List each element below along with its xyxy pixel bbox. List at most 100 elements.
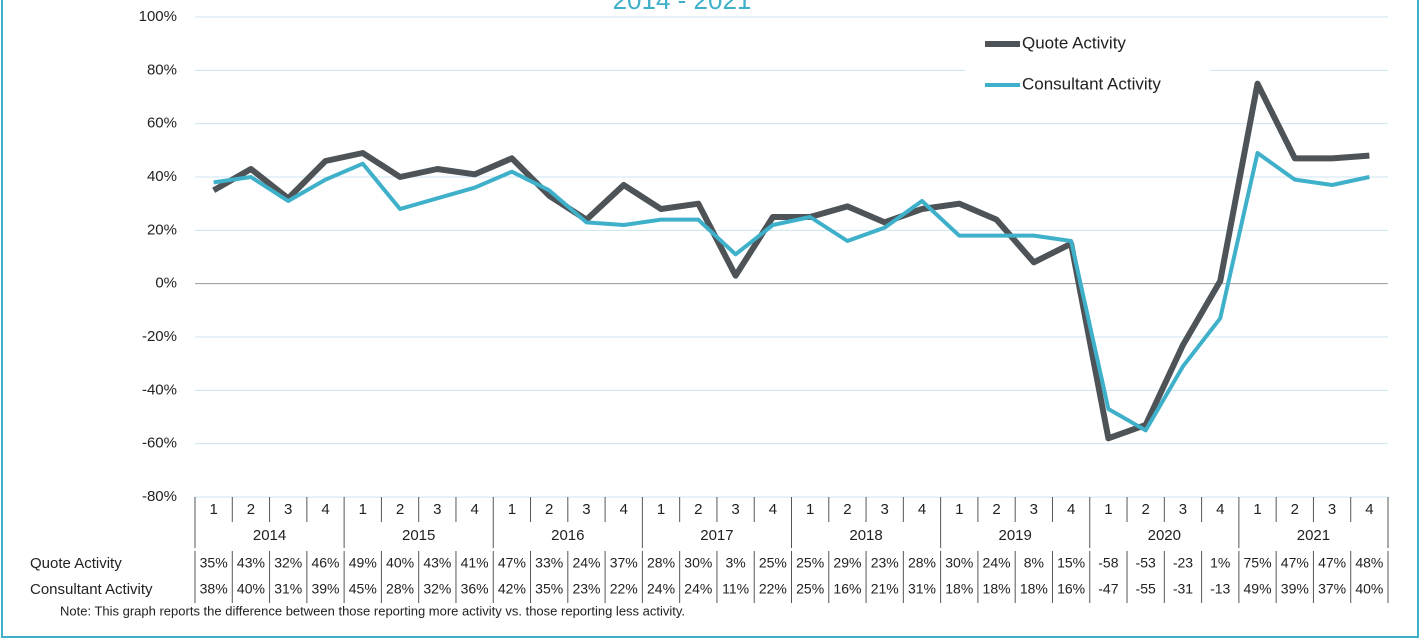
- table-cell: 23%: [572, 581, 600, 597]
- x-tick-label: 2: [1142, 501, 1150, 518]
- x-tick-label: 2: [1291, 501, 1299, 518]
- table-cell: 11%: [722, 581, 749, 597]
- x-tick-label: 4: [620, 501, 628, 518]
- x-tick-label: 3: [284, 501, 292, 518]
- table-cell: 28%: [647, 555, 675, 571]
- x-tick-label: 3: [1179, 501, 1187, 518]
- table-cell: 43%: [237, 555, 265, 571]
- x-tick-label: 2: [992, 501, 1000, 518]
- x-tick-label: 4: [769, 501, 777, 518]
- x-tick-label: 1: [1253, 501, 1261, 518]
- x-tick-label: 3: [1030, 501, 1038, 518]
- table-cell: 42%: [498, 581, 526, 597]
- y-tick-label: 80%: [147, 61, 177, 78]
- table-cell: 15%: [1057, 555, 1085, 571]
- year-label: 2017: [700, 527, 733, 544]
- x-tick-label: 3: [881, 501, 889, 518]
- table-cell: -55: [1136, 581, 1156, 597]
- table-row-label: Consultant Activity: [30, 581, 153, 598]
- table-cell: 47%: [1318, 555, 1346, 571]
- year-label: 2020: [1148, 527, 1181, 544]
- year-label: 2019: [999, 527, 1032, 544]
- table-cell: 30%: [684, 555, 712, 571]
- x-tick-label: 2: [396, 501, 404, 518]
- table-cell: 28%: [386, 581, 414, 597]
- table-cell: 75%: [1244, 555, 1272, 571]
- x-tick-label: 4: [321, 501, 329, 518]
- table-cell: 48%: [1355, 555, 1383, 571]
- y-tick-label: -40%: [142, 381, 177, 398]
- y-tick-label: 60%: [147, 115, 177, 132]
- legend-label: Consultant Activity: [1022, 74, 1161, 93]
- table-cell: 47%: [1281, 555, 1309, 571]
- x-tick-label: 3: [582, 501, 590, 518]
- x-tick-label: 4: [470, 501, 478, 518]
- table-cell: 23%: [871, 555, 899, 571]
- table-cell: 29%: [833, 555, 861, 571]
- table-cell: -13: [1210, 581, 1230, 597]
- x-tick-label: 1: [209, 501, 217, 518]
- x-tick-label: 2: [545, 501, 553, 518]
- x-tick-label: 3: [433, 501, 441, 518]
- y-tick-label: 0%: [155, 275, 177, 292]
- table-cell: 39%: [311, 581, 339, 597]
- table-cell: 35%: [200, 555, 228, 571]
- x-tick-label: 2: [843, 501, 851, 518]
- year-label: 2018: [849, 527, 882, 544]
- table-cell: -23: [1173, 555, 1193, 571]
- year-label: 2014: [253, 527, 286, 544]
- chart-title: 2014 - 2021: [613, 0, 752, 15]
- table-cell: 24%: [647, 581, 675, 597]
- x-tick-label: 2: [247, 501, 255, 518]
- legend-box: [965, 24, 1210, 104]
- table-cell: 49%: [349, 555, 377, 571]
- table-cell: 45%: [349, 581, 377, 597]
- table-cell: 25%: [796, 555, 824, 571]
- table-cell: 18%: [1020, 581, 1048, 597]
- table-cell: 46%: [311, 555, 339, 571]
- x-tick-label: 3: [731, 501, 739, 518]
- table-cell: 16%: [833, 581, 861, 597]
- table-cell: 39%: [1281, 581, 1309, 597]
- table-cell: 32%: [274, 555, 302, 571]
- x-tick-label: 1: [657, 501, 665, 518]
- x-tick-label: 4: [1365, 501, 1373, 518]
- y-tick-label: -20%: [142, 328, 177, 345]
- x-tick-label: 2: [694, 501, 702, 518]
- x-tick-label: 3: [1328, 501, 1336, 518]
- table-cell: 1%: [1210, 555, 1230, 571]
- table-cell: 43%: [423, 555, 451, 571]
- table-cell: 24%: [684, 581, 712, 597]
- table-cell: 24%: [572, 555, 600, 571]
- table-cell: -31: [1173, 581, 1193, 597]
- year-label: 2021: [1297, 527, 1330, 544]
- x-tick-label: 4: [1067, 501, 1075, 518]
- x-tick-label: 1: [1104, 501, 1112, 518]
- table-cell: 40%: [237, 581, 265, 597]
- table-cell: 25%: [796, 581, 824, 597]
- table-cell: 22%: [610, 581, 638, 597]
- table-cell: 30%: [945, 555, 973, 571]
- year-label: 2015: [402, 527, 435, 544]
- table-cell: 24%: [983, 555, 1011, 571]
- table-cell: -53: [1136, 555, 1156, 571]
- series-line: [212, 80, 1370, 442]
- table-cell: 31%: [274, 581, 302, 597]
- table-cell: 37%: [1318, 581, 1346, 597]
- x-tick-label: 1: [955, 501, 963, 518]
- table-cell: 31%: [908, 581, 936, 597]
- table-cell: 37%: [610, 555, 638, 571]
- legend-label: Quote Activity: [1022, 33, 1126, 52]
- table-row-label: Quote Activity: [30, 555, 122, 572]
- table-cell: 25%: [759, 555, 787, 571]
- table-cell: 47%: [498, 555, 526, 571]
- x-tick-label: 4: [1216, 501, 1224, 518]
- table-cell: 18%: [983, 581, 1011, 597]
- x-tick-label: 4: [918, 501, 926, 518]
- x-tick-label: 1: [508, 501, 516, 518]
- year-label: 2016: [551, 527, 584, 544]
- x-tick-label: 1: [806, 501, 814, 518]
- table-cell: -47: [1098, 581, 1118, 597]
